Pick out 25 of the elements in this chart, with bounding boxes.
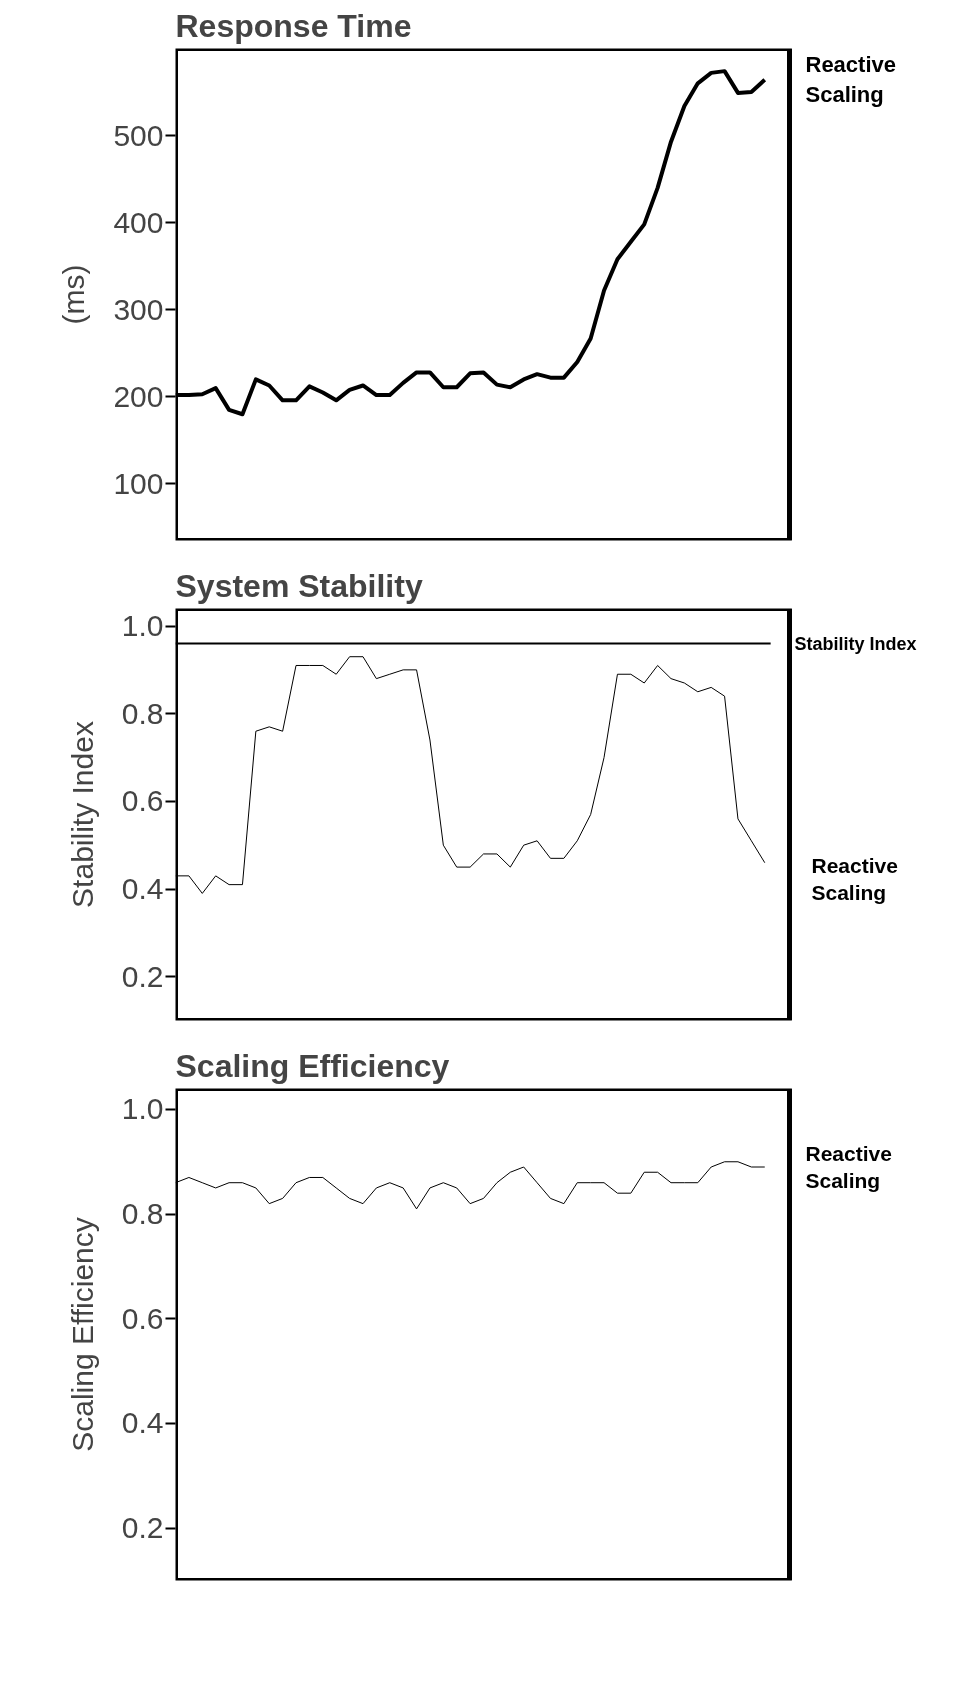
- y-tick-label: 0.8: [121, 696, 164, 730]
- series-label: Reactive Scaling: [805, 1141, 892, 1193]
- text: Reactive Scaling: [811, 853, 898, 905]
- series-label: Reactive Scaling: [805, 52, 897, 108]
- y-tick-label: 0.4: [121, 872, 164, 906]
- y-tick-label: 0.4: [121, 1406, 164, 1440]
- y-tick-label: 0.6: [121, 784, 164, 818]
- y-tick-label: 1.0: [121, 1092, 164, 1126]
- y-tick-label: 100: [113, 466, 164, 500]
- chart-title: Response Time: [175, 7, 412, 44]
- y-tick-label: 0.2: [121, 959, 164, 993]
- y-tick-label: 300: [113, 292, 164, 326]
- y-tick-label: 0.6: [121, 1301, 164, 1335]
- y-tick-label: 400: [113, 205, 164, 239]
- chart-title: Scaling Efficiency: [175, 1047, 450, 1084]
- y-axis-title: Stability Index: [65, 721, 99, 908]
- y-tick-label: 1.0: [121, 609, 164, 643]
- chart-title: System Stability: [175, 567, 423, 604]
- y-tick-label: 500: [113, 118, 164, 152]
- y-axis-title: (ms): [57, 264, 91, 325]
- y-tick-label: 0.8: [121, 1197, 164, 1231]
- y-tick-label: 0.2: [121, 1511, 164, 1545]
- ref-line-label: Stability Index: [794, 633, 917, 654]
- y-tick-label: 200: [113, 379, 164, 413]
- y-axis-title: Scaling Efficiency: [65, 1217, 99, 1452]
